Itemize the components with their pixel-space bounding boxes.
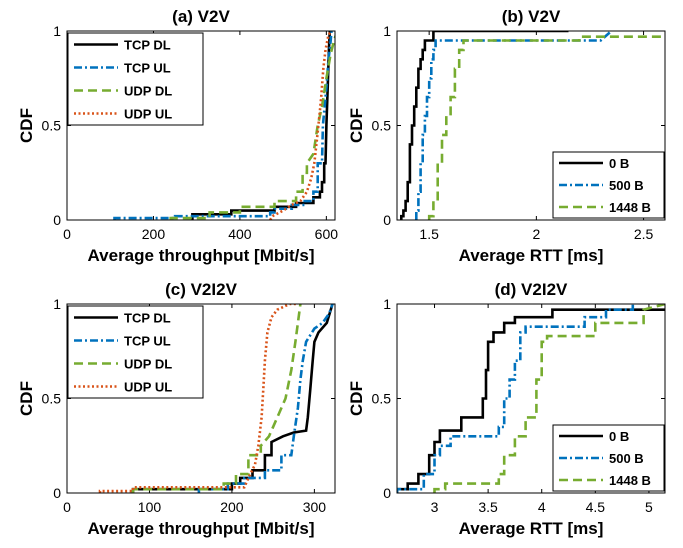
y-tick-label: 0 — [53, 485, 61, 501]
x-tick-label: 1.5 — [419, 226, 439, 242]
legend-label: 500 B — [609, 178, 644, 193]
y-tick-label: 0 — [383, 485, 391, 501]
legend-label: TCP DL — [124, 311, 171, 326]
x-tick-label: 200 — [142, 226, 166, 242]
plot-area-frame — [396, 30, 666, 221]
y-tick-label: 0.5 — [372, 391, 392, 407]
y-tick-label: 1 — [53, 296, 61, 312]
chart-title: (d) V2I2V — [495, 280, 568, 299]
legend: 0 B 500 B 1448 B — [552, 151, 665, 219]
x-tick-label: 400 — [228, 226, 252, 242]
plot-area-frame — [66, 303, 336, 494]
chart-title: (a) V2V — [172, 7, 230, 26]
legend-label: 0 B — [609, 429, 629, 444]
legend-label: 1448 B — [609, 473, 651, 488]
y-tick-label: 0.5 — [372, 118, 392, 134]
x-tick-label: 4.5 — [586, 499, 606, 515]
x-tick-label: 2.5 — [634, 226, 654, 242]
legend-label: UDP DL — [124, 357, 172, 372]
series-line-0-b — [397, 308, 665, 493]
chart-panel-4: (d) V2I2V 3 3.5 4 4.5 5 0 0.5 1 Average RTT [ms] C… — [347, 280, 666, 538]
x-tick-label: 4 — [538, 499, 546, 515]
x-tick-label: 3 — [431, 499, 439, 515]
x-tick-label: 2 — [532, 226, 540, 242]
series-line-1448-b — [433, 304, 665, 493]
y-tick-label: 0.5 — [42, 391, 62, 407]
x-axis-label: Average RTT [ms] — [459, 246, 604, 265]
y-axis-label: CDF — [347, 381, 366, 416]
y-tick-label: 0 — [383, 212, 391, 228]
x-tick-label: 5 — [645, 499, 653, 515]
x-tick-label: 200 — [220, 499, 244, 515]
x-tick-label: 600 — [315, 226, 339, 242]
legend-label: 0 B — [609, 156, 629, 171]
legend: 0 B 500 B 1448 B — [552, 424, 665, 492]
chart-panel-1: (a) V2V 0 200 400 600 0 0.5 1 Average throughput… — [17, 7, 338, 265]
x-tick-label: 3.5 — [478, 499, 498, 515]
y-tick-label: 0.5 — [42, 118, 62, 134]
series-line-tcp-ul — [197, 304, 334, 493]
x-tick-label: 100 — [138, 499, 162, 515]
plot-area-frame — [396, 303, 666, 494]
x-tick-label: 0 — [63, 226, 71, 242]
x-axis-label: Average throughput [Mbit/s] — [88, 519, 315, 538]
chart-panel-2: (b) V2V 1.5 2 2.5 0 0.5 1 Average RTT [ms] CDF 0 … — [347, 7, 666, 265]
y-tick-label: 0 — [53, 212, 61, 228]
plot-area-frame — [66, 30, 336, 221]
series-line-udp-dl — [169, 33, 335, 220]
legend-label: TCP UL — [124, 61, 171, 76]
legend: TCP DL TCP UL UDP DL UDP UL — [67, 32, 204, 126]
legend-label: UDP DL — [124, 84, 172, 99]
series-line-500-b — [415, 31, 613, 220]
series-line-1448-b — [427, 35, 665, 220]
chart-panel-3: (c) V2I2V 0 100 200 300 0 0.5 1 Average throughp… — [17, 280, 336, 538]
y-tick-label: 1 — [383, 23, 391, 39]
x-tick-label: 300 — [303, 499, 327, 515]
legend-label: UDP UL — [124, 107, 172, 122]
series-line-0-b — [400, 31, 569, 220]
series-line-tcp-ul — [113, 31, 333, 220]
legend-label: 500 B — [609, 451, 644, 466]
series-line-udp-ul — [98, 304, 297, 493]
legend-label: TCP DL — [124, 38, 171, 53]
legend: TCP DL TCP UL UDP DL UDP UL — [67, 305, 204, 399]
y-tick-label: 1 — [383, 296, 391, 312]
legend-box — [67, 32, 204, 126]
y-tick-label: 1 — [53, 23, 61, 39]
series-line-500-b — [397, 304, 635, 493]
series-line-udp-ul — [269, 31, 333, 220]
y-axis-label: CDF — [17, 108, 36, 143]
x-axis-label: Average RTT [ms] — [459, 519, 604, 538]
legend-label: 1448 B — [609, 200, 651, 215]
legend-label: UDP UL — [124, 380, 172, 395]
legend-box — [67, 305, 204, 399]
y-axis-label: CDF — [347, 108, 366, 143]
legend-label: TCP UL — [124, 334, 171, 349]
series-line-udp-dl — [131, 304, 302, 493]
chart-title: (b) V2V — [502, 7, 561, 26]
x-axis-label: Average throughput [Mbit/s] — [88, 246, 315, 265]
y-axis-label: CDF — [17, 381, 36, 416]
chart-title: (c) V2I2V — [165, 280, 237, 299]
series-line-tcp-dl — [191, 31, 332, 220]
x-tick-label: 0 — [63, 499, 71, 515]
